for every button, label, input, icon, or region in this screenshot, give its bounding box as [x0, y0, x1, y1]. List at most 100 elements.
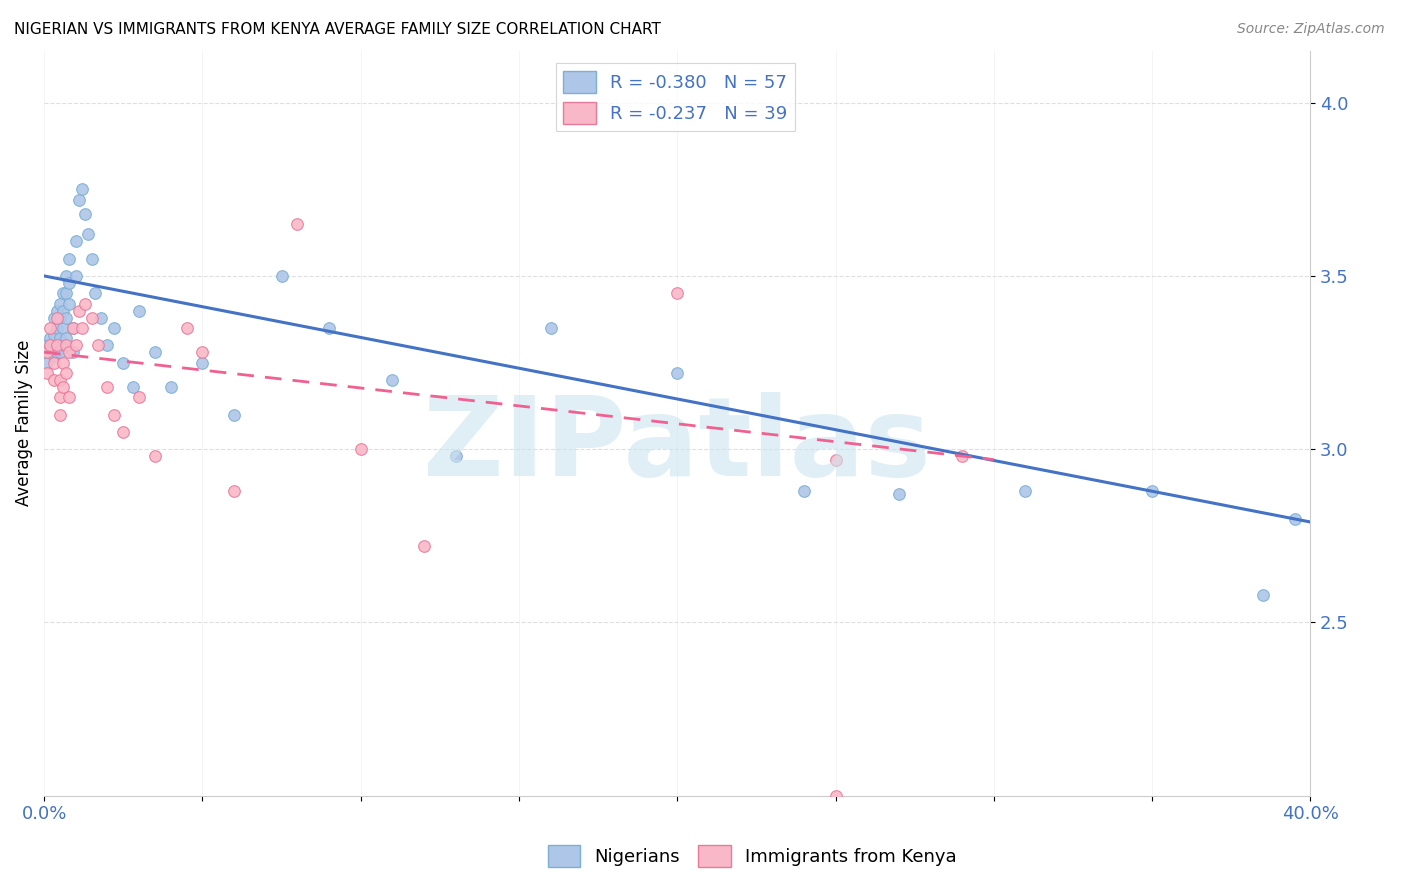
Point: [191, 345, 214, 359]
Point: [887, 487, 910, 501]
Point: [45, 310, 67, 325]
Point: [58, 296, 80, 310]
Text: NIGERIAN VS IMMIGRANTS FROM KENYA AVERAGE FAMILY SIZE CORRELATION CHART: NIGERIAN VS IMMIGRANTS FROM KENYA AVERAG…: [14, 22, 661, 37]
Text: ZIPatlas: ZIPatlas: [423, 392, 931, 499]
Point: [77, 227, 100, 242]
Point: [1140, 483, 1163, 498]
Point: [112, 425, 135, 439]
Point: [666, 286, 689, 301]
Point: [159, 380, 181, 394]
Point: [96, 380, 118, 394]
Point: [39, 338, 62, 352]
Point: [87, 338, 110, 352]
Point: [58, 345, 80, 359]
Point: [222, 408, 245, 422]
Point: [413, 539, 436, 553]
Point: [42, 373, 65, 387]
Point: [75, 296, 97, 310]
Point: [83, 286, 105, 301]
Point: [75, 206, 97, 220]
Point: [950, 449, 973, 463]
Point: [70, 182, 93, 196]
Point: [62, 321, 84, 335]
Point: [128, 303, 150, 318]
Point: [55, 366, 77, 380]
Point: [42, 310, 65, 325]
Point: [49, 331, 72, 345]
Point: [52, 303, 75, 318]
Point: [49, 345, 72, 359]
Point: [70, 321, 93, 335]
Text: Source: ZipAtlas.com: Source: ZipAtlas.com: [1237, 22, 1385, 37]
Point: [49, 390, 72, 404]
Y-axis label: Average Family Size: Average Family Size: [15, 340, 32, 507]
Point: [121, 380, 143, 394]
Point: [793, 483, 815, 498]
Point: [39, 345, 62, 359]
Point: [37, 355, 59, 369]
Point: [55, 310, 77, 325]
Point: [45, 303, 67, 318]
Point: [62, 345, 84, 359]
Point: [350, 442, 373, 457]
Point: [49, 310, 72, 325]
Point: [52, 380, 75, 394]
Point: [37, 366, 59, 380]
Point: [49, 408, 72, 422]
Point: [143, 345, 166, 359]
Point: [666, 366, 689, 380]
Point: [45, 321, 67, 335]
Point: [67, 303, 90, 318]
Point: [65, 268, 87, 283]
Point: [55, 338, 77, 352]
Point: [176, 321, 198, 335]
Point: [191, 355, 214, 369]
Point: [45, 338, 67, 352]
Point: [39, 321, 62, 335]
Point: [42, 327, 65, 342]
Point: [824, 452, 846, 467]
Point: [143, 449, 166, 463]
Point: [58, 390, 80, 404]
Point: [1284, 511, 1306, 525]
Point: [49, 296, 72, 310]
Point: [52, 286, 75, 301]
Point: [45, 345, 67, 359]
Point: [52, 355, 75, 369]
Point: [42, 355, 65, 369]
Point: [285, 217, 308, 231]
Point: [58, 276, 80, 290]
Point: [55, 268, 77, 283]
Point: [80, 310, 103, 325]
Point: [52, 338, 75, 352]
Point: [67, 193, 90, 207]
Point: [42, 349, 65, 363]
Point: [540, 321, 562, 335]
Point: [90, 310, 112, 325]
Point: [1251, 588, 1274, 602]
Point: [65, 234, 87, 248]
Point: [96, 338, 118, 352]
Point: [62, 321, 84, 335]
Point: [39, 331, 62, 345]
Point: [37, 345, 59, 359]
Point: [270, 268, 292, 283]
Point: [1014, 483, 1036, 498]
Legend: R = -0.380   N = 57, R = -0.237   N = 39: R = -0.380 N = 57, R = -0.237 N = 39: [557, 63, 794, 131]
Point: [52, 321, 75, 335]
Point: [318, 321, 340, 335]
Point: [103, 408, 125, 422]
Point: [49, 373, 72, 387]
Point: [65, 338, 87, 352]
Point: [37, 338, 59, 352]
Point: [112, 355, 135, 369]
Point: [444, 449, 467, 463]
Point: [80, 252, 103, 266]
Point: [381, 373, 404, 387]
Point: [128, 390, 150, 404]
Point: [55, 331, 77, 345]
Point: [103, 321, 125, 335]
Point: [222, 483, 245, 498]
Legend: Nigerians, Immigrants from Kenya: Nigerians, Immigrants from Kenya: [540, 838, 965, 874]
Point: [824, 789, 846, 803]
